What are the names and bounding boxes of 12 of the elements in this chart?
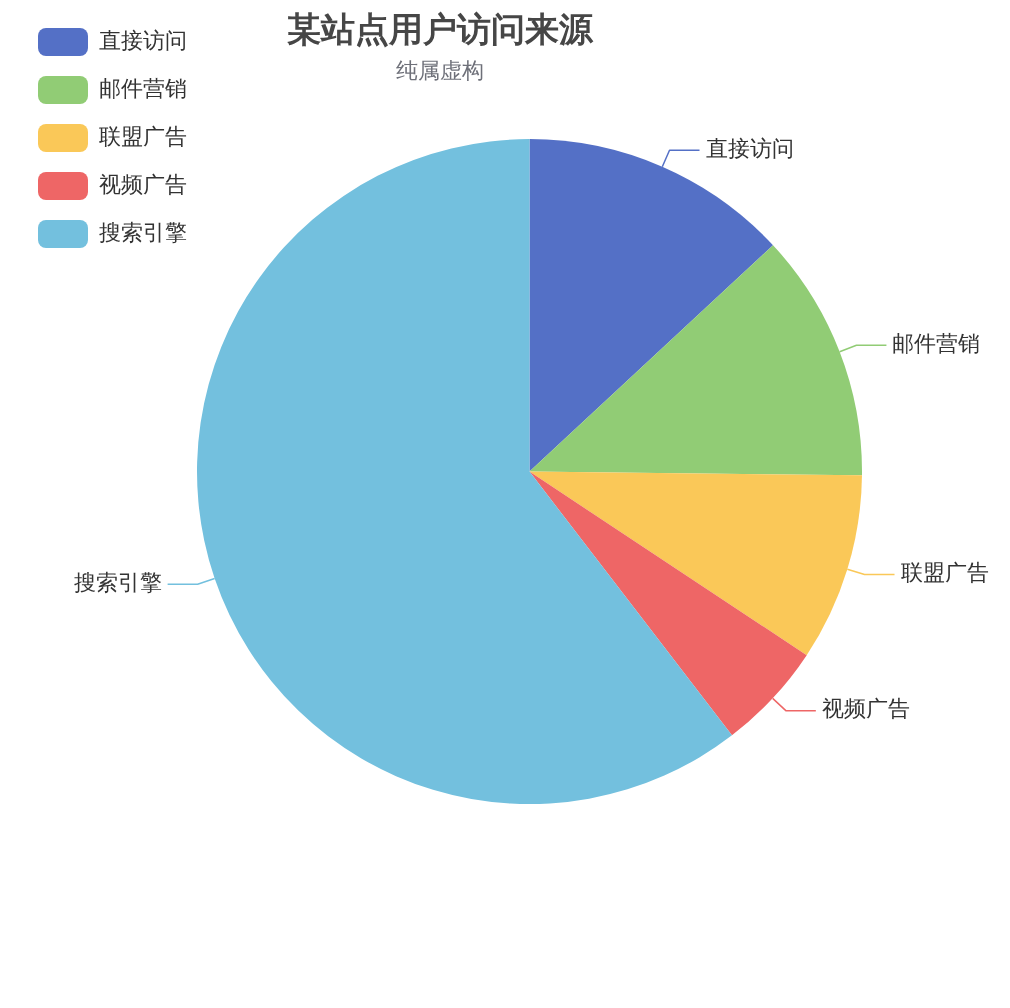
slice-label: 邮件营销: [892, 330, 981, 356]
legend-label: 直接访问: [99, 27, 187, 53]
chart-title: 某站点用户访问来源: [287, 9, 594, 50]
legend-label: 邮件营销: [99, 75, 187, 101]
slice-label: 搜索引擎: [73, 570, 162, 596]
legend-label: 联盟广告: [99, 123, 187, 149]
slice-label: 视频广告: [821, 696, 910, 722]
text: 纯属虚构: [396, 57, 484, 83]
slice-label: 直接访问: [705, 136, 794, 161]
legend-label: 视频广告: [99, 171, 187, 197]
slice-label: 联盟广告: [900, 560, 989, 586]
legend-label: 搜索引擎: [99, 219, 187, 245]
